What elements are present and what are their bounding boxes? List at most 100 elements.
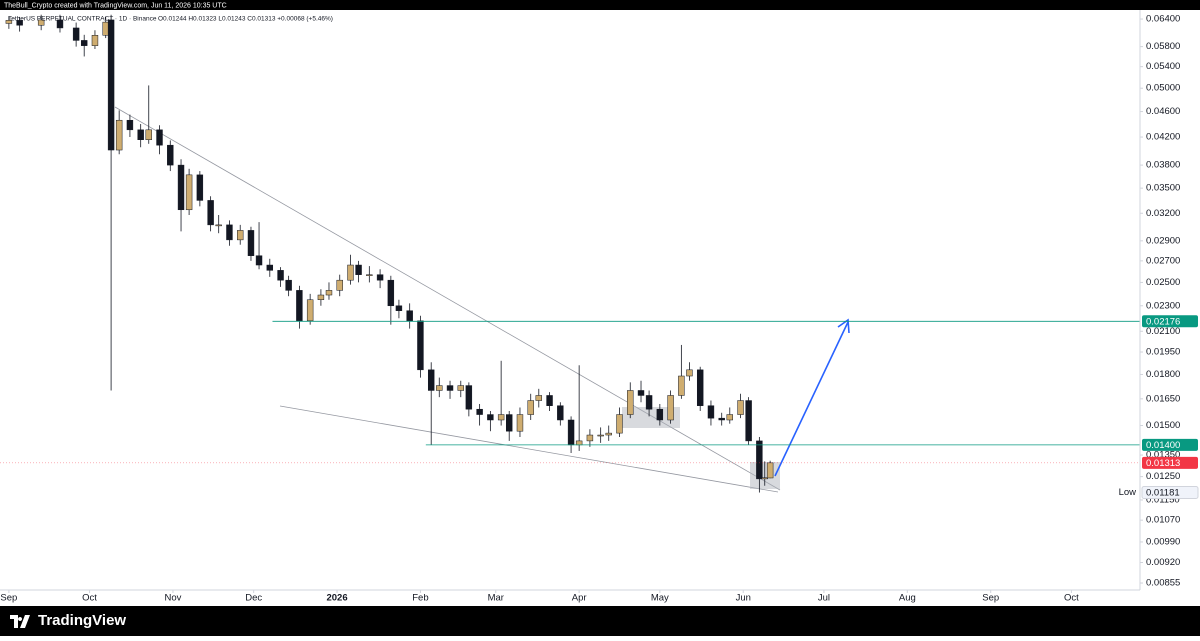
- candle-body: [586, 434, 594, 442]
- y-tick-label: 0.01150: [1146, 494, 1180, 505]
- candle-body: [406, 310, 413, 322]
- candle-body: [177, 164, 185, 211]
- candle-body: [696, 369, 704, 406]
- candle-body: [115, 119, 123, 151]
- candle-body: [427, 369, 435, 391]
- candle-body: [745, 400, 752, 442]
- candle-body: [667, 395, 674, 421]
- y-tick-label: 0.01500: [1146, 420, 1180, 431]
- candle-body: [91, 35, 99, 46]
- candle-body: [707, 405, 715, 419]
- level-label: 0.02176: [1146, 316, 1180, 327]
- zone-box: [622, 407, 680, 428]
- trend-line: [279, 405, 779, 493]
- y-tick-label: 0.02300: [1146, 300, 1180, 311]
- candle-body: [255, 255, 263, 266]
- trend-line: [114, 106, 781, 491]
- candle-body: [215, 224, 222, 227]
- candle-body: [497, 414, 505, 421]
- x-tick-label: Mar: [488, 593, 504, 604]
- candle-body: [56, 19, 64, 29]
- plot-area: [5, 14, 1140, 493]
- candle-body: [761, 477, 768, 480]
- candle-body: [718, 417, 725, 421]
- candle-body: [557, 405, 564, 421]
- candle-body: [185, 174, 193, 211]
- candle-body: [355, 264, 362, 275]
- footer-bar: [0, 606, 1200, 636]
- symbol-title: TetherUS PERPETUAL CONTRACT · 1D · Binan…: [8, 16, 157, 23]
- candle-body: [277, 270, 284, 281]
- candle-body: [616, 414, 623, 434]
- y-tick-label: 0.00855: [1146, 578, 1180, 589]
- candle-body: [575, 440, 583, 446]
- candle-body: [72, 27, 80, 41]
- candle-body: [395, 305, 403, 311]
- candle-body: [366, 274, 373, 276]
- candle-body: [207, 200, 214, 226]
- candle-body: [16, 20, 23, 26]
- candle-body: [686, 369, 693, 377]
- x-tick-label: Aug: [899, 593, 916, 604]
- x-tick-label: Oct: [82, 593, 97, 604]
- candle-body: [505, 414, 513, 432]
- candle-body: [102, 21, 109, 36]
- level-tag: [1142, 315, 1198, 328]
- y-tick-label: 0.03200: [1146, 208, 1180, 219]
- candle-body: [80, 40, 88, 46]
- candle-body: [637, 390, 645, 396]
- candle-body: [37, 19, 45, 26]
- y-tick-label: 0.05800: [1146, 41, 1180, 52]
- low-tag: [1141, 486, 1199, 500]
- candle-body: [226, 224, 233, 241]
- candle-body: [347, 264, 354, 281]
- y-tick-label: 0.01800: [1146, 369, 1180, 380]
- low-label: 0.01181: [1146, 488, 1180, 499]
- x-tick-label: Feb: [412, 593, 428, 604]
- candle-body: [306, 299, 314, 322]
- y-tick-label: 0.04600: [1146, 106, 1180, 117]
- y-tick-label: 0.01350: [1146, 450, 1180, 461]
- candle-body: [196, 174, 204, 201]
- y-tick-label: 0.02100: [1146, 326, 1180, 337]
- candle-body: [457, 385, 464, 391]
- candle-body: [678, 375, 685, 396]
- candle-body: [546, 395, 553, 406]
- credit: TheBull_Crypto created with TradingView.…: [4, 2, 227, 9]
- candle-body: [247, 230, 255, 256]
- x-tick-label: Sep: [982, 593, 999, 604]
- low-text: Low: [1119, 487, 1137, 498]
- y-tick-label: 0.03500: [1146, 183, 1180, 194]
- candle-body: [285, 279, 292, 291]
- candle-body: [325, 290, 333, 296]
- candle-body: [107, 19, 115, 151]
- x-tick-label: May: [651, 593, 669, 604]
- candle-body: [126, 119, 134, 131]
- y-tick-label: 0.05400: [1146, 61, 1180, 72]
- candle-body: [137, 129, 144, 140]
- arrow-head: [837, 318, 850, 334]
- candle-body: [145, 129, 152, 140]
- x-tick-label: Sep: [0, 593, 17, 604]
- candle-body: [627, 390, 634, 415]
- candle-body: [516, 414, 524, 432]
- x-tick-label: Dec: [245, 593, 262, 604]
- candle-body: [605, 432, 612, 436]
- y-tick-label: 0.02700: [1146, 255, 1180, 266]
- candle-body: [476, 408, 483, 415]
- x-tick-label: Jun: [736, 593, 751, 604]
- y-tick-label: 0.05000: [1146, 83, 1180, 94]
- candle-body: [766, 462, 774, 479]
- candle-body: [387, 279, 395, 307]
- candle-body: [567, 419, 575, 446]
- candle-body: [597, 434, 604, 437]
- candle-body: [317, 294, 325, 301]
- last-price-label: 0.01313: [1146, 458, 1180, 469]
- candle-body: [535, 395, 543, 401]
- projection-arrow: [774, 321, 849, 477]
- candle-body: [156, 129, 163, 146]
- y-tick-label: 0.00990: [1146, 536, 1180, 547]
- candle-body: [436, 385, 443, 391]
- candle-body: [527, 400, 534, 415]
- candle-body: [5, 20, 13, 24]
